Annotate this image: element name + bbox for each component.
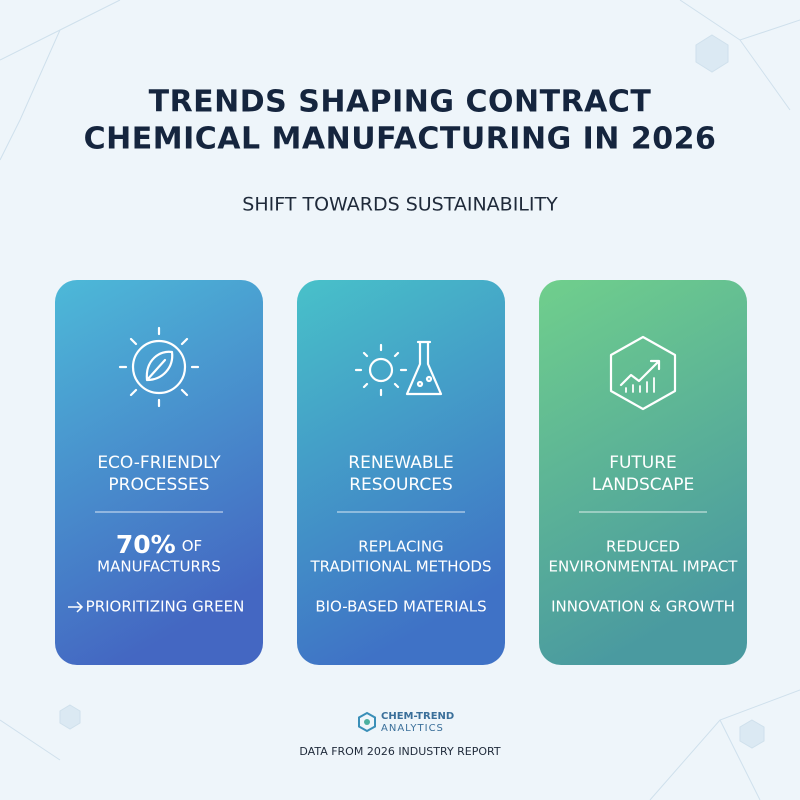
card-heading: ECO-FRIENDLY xyxy=(97,453,221,473)
brand-logo: CHEM-TREND ANALYTICS xyxy=(358,711,454,734)
stat-value: 70% xyxy=(116,530,176,559)
sun-flask-icon xyxy=(354,340,443,397)
brand-name: CHEM-TREND xyxy=(381,711,454,722)
card-heading: PROCESSES xyxy=(108,475,209,495)
card-heading: RENEWABLE xyxy=(348,453,453,473)
card: FUTURE LANDSCAPE REDUCED ENVIRONMENTAL I… xyxy=(539,280,747,665)
card-heading: RESOURCES xyxy=(349,475,453,495)
card-note: INNOVATION & GROWTH xyxy=(551,598,735,616)
card-note: BIO-BASED MATERIALS xyxy=(315,598,486,616)
card-body: REPLACING xyxy=(358,538,443,556)
card-body: MANUFACTURRS xyxy=(97,558,221,576)
growth-icon xyxy=(609,335,677,411)
subtitle: SHIFT TOWARDS SUSTAINABILITY xyxy=(242,194,558,216)
gear-leaf-icon xyxy=(118,326,200,408)
arrow-icon xyxy=(68,601,84,613)
card-heading: FUTURE xyxy=(609,453,677,473)
brand-name: ANALYTICS xyxy=(381,723,444,734)
stat-suffix: OF xyxy=(182,537,202,555)
source-note: DATA FROM 2026 INDUSTRY REPORT xyxy=(299,745,501,758)
card-note: PRIORITIZING GREEN xyxy=(86,598,245,616)
title-line: TRENDS SHAPING CONTRACT xyxy=(149,85,652,120)
card: ECO-FRIENDLY PROCESSES 70% OF MANUFACTURR… xyxy=(55,280,263,665)
card-heading: LANDSCAPE xyxy=(592,475,695,495)
card-body: ENVIRONMENTAL IMPACT xyxy=(549,558,739,576)
card-stat: 70% OF xyxy=(116,530,202,559)
card-body: TRADITIONAL METHODS xyxy=(310,558,492,576)
card: RENEWABLE RESOURCES REPLACING TRADITIONA… xyxy=(297,280,505,665)
card-body: REDUCED xyxy=(606,538,680,556)
title-line: CHEMICAL MANUFACTURING IN 2026 xyxy=(84,122,717,157)
